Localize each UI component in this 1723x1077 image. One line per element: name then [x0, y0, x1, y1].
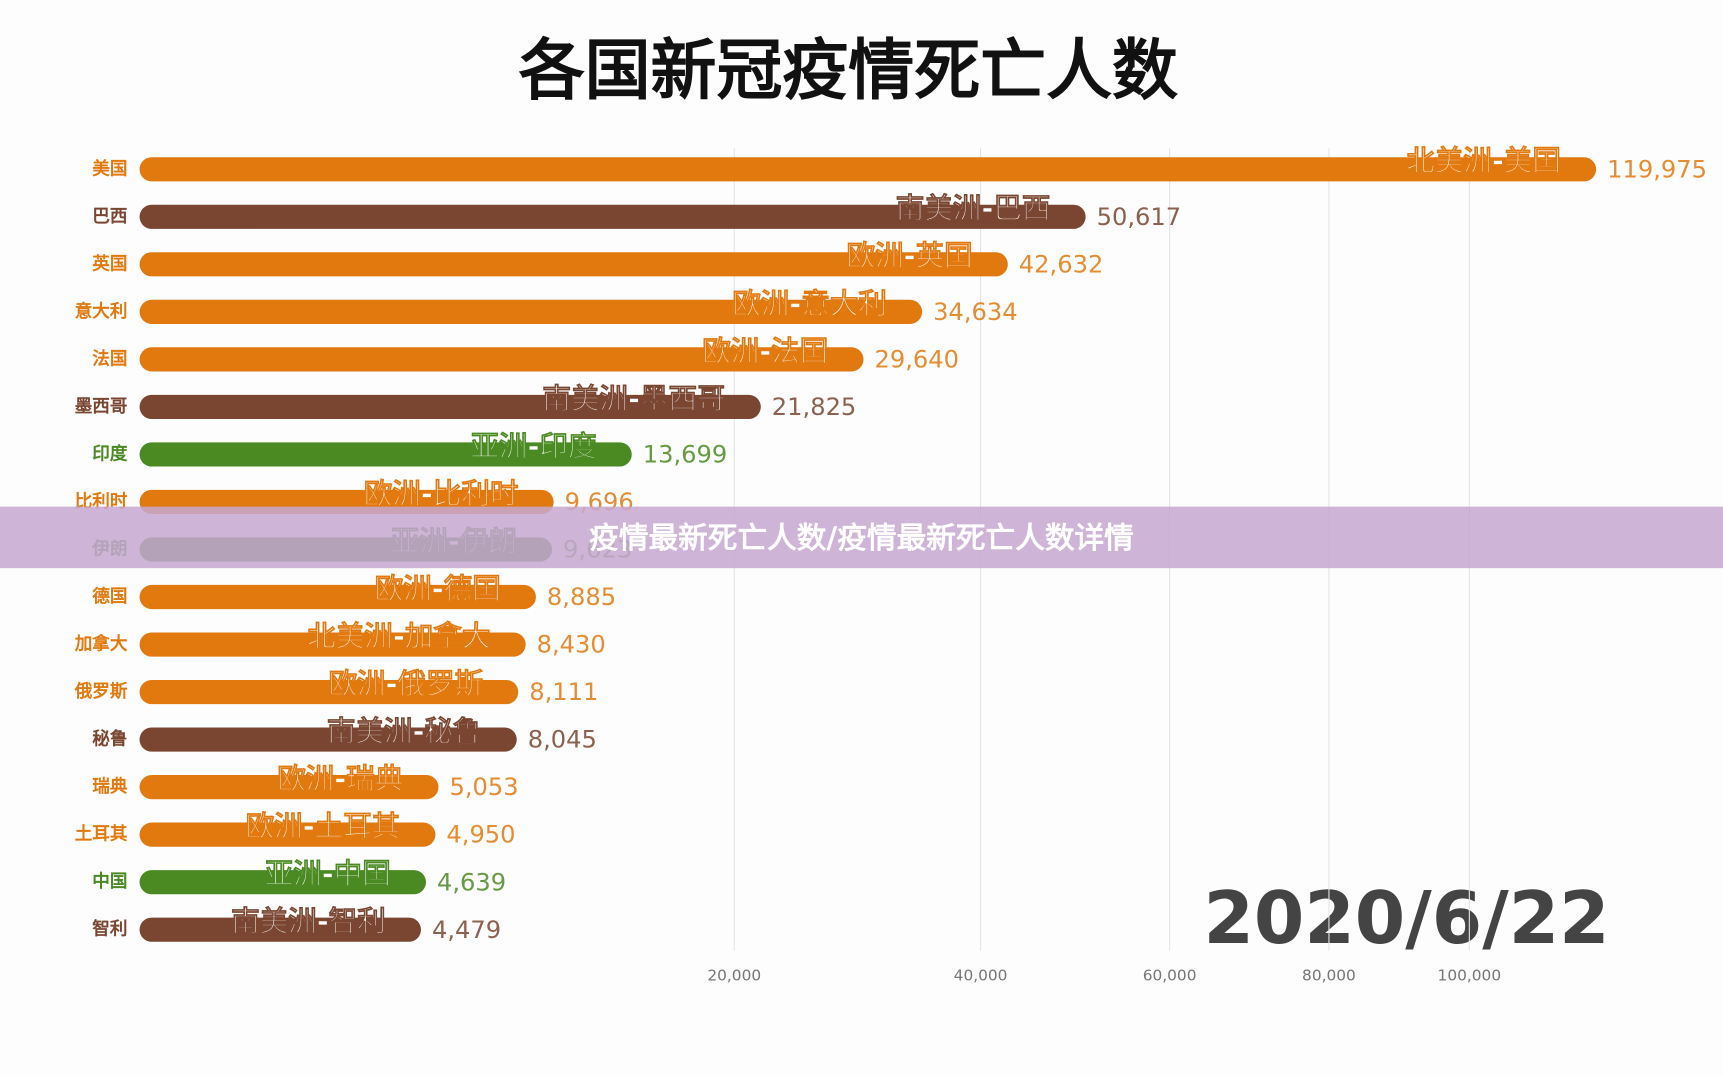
x-tick-label: 60,000 — [1143, 966, 1197, 984]
bar — [139, 442, 632, 467]
bar — [139, 917, 421, 942]
bar — [139, 584, 536, 610]
x-tick-label: 40,000 — [954, 966, 1008, 984]
y-tick-label: 巴西 — [92, 207, 127, 227]
bar-label: 欧洲-德国 — [375, 571, 501, 605]
value-label: 8,045 — [528, 726, 597, 754]
value-label: 4,479 — [432, 916, 501, 944]
y-tick-label: 秘鲁 — [92, 729, 127, 750]
value-label: 34,634 — [933, 298, 1018, 326]
value-label: 21,825 — [772, 393, 857, 421]
bar — [139, 822, 436, 847]
bar-label: 欧洲-英国 — [847, 239, 973, 273]
value-label: 42,632 — [1019, 250, 1104, 278]
bar — [139, 679, 519, 705]
y-tick-label: 印度 — [92, 443, 128, 464]
bar — [139, 204, 1086, 229]
date-label: 2020/6/22 — [1203, 877, 1609, 961]
x-tick-label: 80,000 — [1302, 966, 1356, 984]
bar — [139, 252, 1008, 277]
bar — [139, 299, 923, 324]
bar-label: 南美洲-智利 — [231, 904, 386, 938]
x-tick-label: 20,000 — [707, 966, 761, 984]
y-tick-label: 加拿大 — [74, 634, 128, 655]
value-label: 8,885 — [547, 583, 616, 611]
y-tick-label: 法国 — [92, 348, 127, 369]
bar — [139, 157, 1597, 182]
bar — [139, 727, 517, 752]
bar-label: 欧洲-俄罗斯 — [328, 666, 483, 700]
y-tick-label: 德国 — [92, 586, 127, 607]
bar — [139, 870, 426, 895]
value-label: 4,639 — [437, 868, 506, 896]
value-label: 5,053 — [449, 773, 518, 801]
y-tick-label: 俄罗斯 — [74, 681, 128, 702]
bar-label: 欧洲-瑞典 — [277, 762, 403, 796]
bar-label: 亚洲-中国 — [265, 857, 391, 891]
y-tick-label: 中国 — [92, 871, 127, 892]
bar — [139, 347, 864, 372]
y-tick-label: 智利 — [92, 919, 127, 940]
bar-label: 南美洲-秘鲁 — [327, 714, 482, 748]
value-label: 13,699 — [643, 441, 728, 469]
y-tick-label: 瑞典 — [92, 776, 128, 797]
y-tick-label: 土耳其 — [75, 824, 128, 845]
chart-title: 各国新冠疫情死亡人数 — [519, 32, 1178, 109]
y-tick-label: 意大利 — [75, 301, 128, 322]
bar-label: 欧洲-意大利 — [732, 286, 887, 320]
value-label: 8,111 — [529, 678, 598, 706]
value-label: 50,617 — [1097, 203, 1182, 231]
grid: 20,000 40,000 60,000 80,000 100,000 — [707, 148, 1501, 984]
banner-bg — [0, 506, 1723, 569]
bar-label: 欧洲-法国 — [702, 334, 828, 368]
value-label: 8,430 — [537, 631, 606, 659]
bar-label: 北美洲-加拿大 — [307, 619, 491, 653]
bar-label: 南美洲-墨西哥 — [542, 381, 725, 415]
x-tick-label: 100,000 — [1438, 966, 1502, 984]
bar — [139, 394, 761, 419]
value-label: 4,950 — [446, 821, 515, 849]
bar-label: 欧洲-比利时 — [364, 476, 519, 510]
bar-label: 欧洲-土耳其 — [246, 809, 401, 843]
bar — [139, 632, 526, 657]
value-label: 29,640 — [875, 345, 960, 373]
y-tick-label: 美国 — [92, 158, 127, 179]
y-tick-label: 英国 — [92, 253, 127, 274]
bar-label: 南美洲-巴西 — [896, 191, 1051, 225]
value-label: 119,975 — [1607, 155, 1707, 183]
bar-label: 北美洲-美国 — [1406, 144, 1561, 178]
bar-label: 亚洲-印度 — [470, 429, 597, 463]
y-tick-label: 墨西哥 — [75, 397, 128, 417]
banner-text: 疫情最新死亡人数/疫情最新死亡人数详情 — [589, 520, 1134, 555]
bar — [139, 775, 439, 800]
